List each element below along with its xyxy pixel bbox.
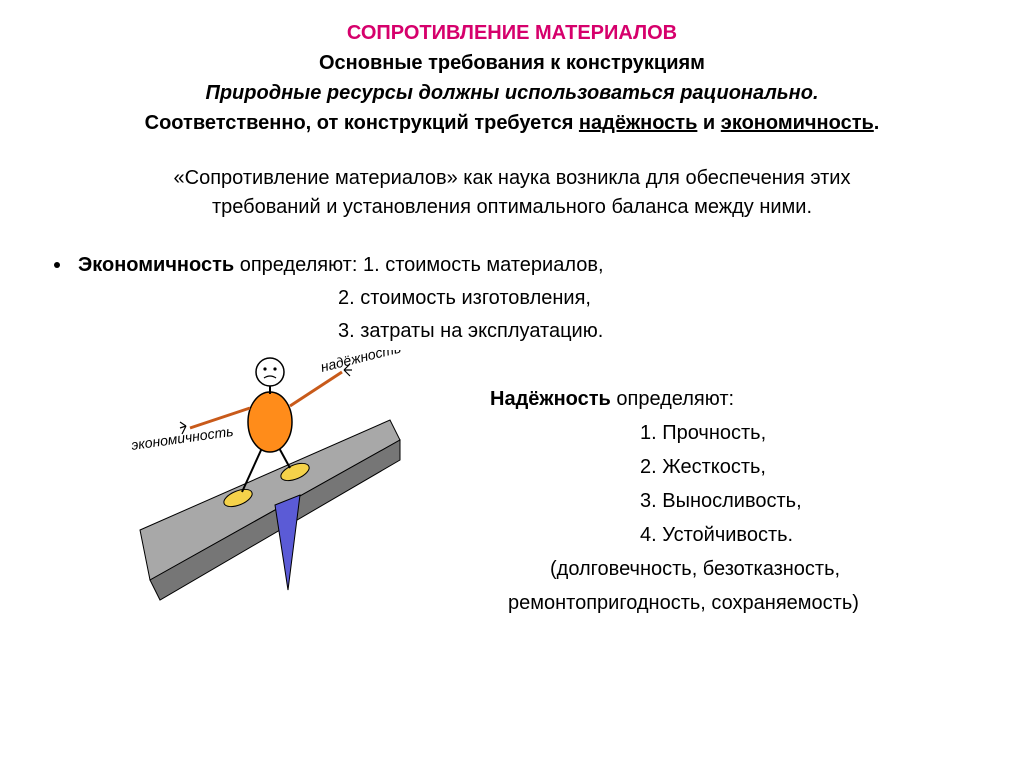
reliability-extra-2: ремонтопригодность, сохраняемость) [508,586,859,620]
paragraph-block: «Сопротивление материалов» как наука воз… [0,164,1024,222]
eye-left [263,367,266,370]
arm-right [290,372,342,406]
economy-bold: Экономичность [78,254,234,276]
illustration-svg: экономичность надёжность [130,350,460,640]
body [248,392,292,452]
head [256,358,284,386]
economy-lead: Экономичность определяют: 1. стоимость м… [78,254,1024,277]
line4-underline-2: экономичность [721,112,874,134]
label-reliability: надёжность [319,350,403,375]
para-line-1: «Сопротивление материалов» как наука воз… [0,164,1024,193]
title-italic-line: Природные ресурсы должны использоваться … [0,78,1024,108]
line4-part-c: и [697,112,720,134]
wedge-front [275,495,300,590]
para-line-2: требований и установления оптимального б… [0,193,1024,222]
reliability-item-1: 1. Прочность, [640,416,859,450]
reliability-extra-1: (долговечность, безотказность, [550,552,859,586]
economy-line-3: 3. затраты на эксплуатацию. [338,320,1024,343]
reliability-item-3: 3. Выносливость, [640,484,859,518]
title-line4: Соответственно, от конструкций требуется… [0,108,1024,138]
reliability-item-2: 2. Жесткость, [640,450,859,484]
title-subtitle: Основные требования к конструкциям [0,48,1024,78]
header-block: СОПРОТИВЛЕНИЕ МАТЕРИАЛОВ Основные требов… [0,0,1024,138]
reliability-lead-rest: определяют: [611,388,734,410]
reliability-block: Надёжность определяют: 1. Прочность, 2. … [490,382,859,620]
economy-lead-rest: определяют: 1. стоимость материалов, [234,254,603,276]
balance-illustration: экономичность надёжность [130,350,460,640]
line4-part-a: Соответственно, от конструкций требуется [145,112,579,134]
economy-line-2: 2. стоимость изготовления, [338,287,1024,310]
line4-part-e: . [874,112,880,134]
economy-block: Экономичность определяют: 1. стоимость м… [0,254,1024,343]
reliability-lead: Надёжность определяют: [490,382,859,416]
eye-right [273,367,276,370]
reliability-bold: Надёжность [490,388,611,410]
line4-underline-1: надёжность [579,112,697,134]
reliability-item-4: 4. Устойчивость. [640,518,859,552]
title-main: СОПРОТИВЛЕНИЕ МАТЕРИАЛОВ [0,18,1024,48]
bullet-icon [54,262,60,268]
